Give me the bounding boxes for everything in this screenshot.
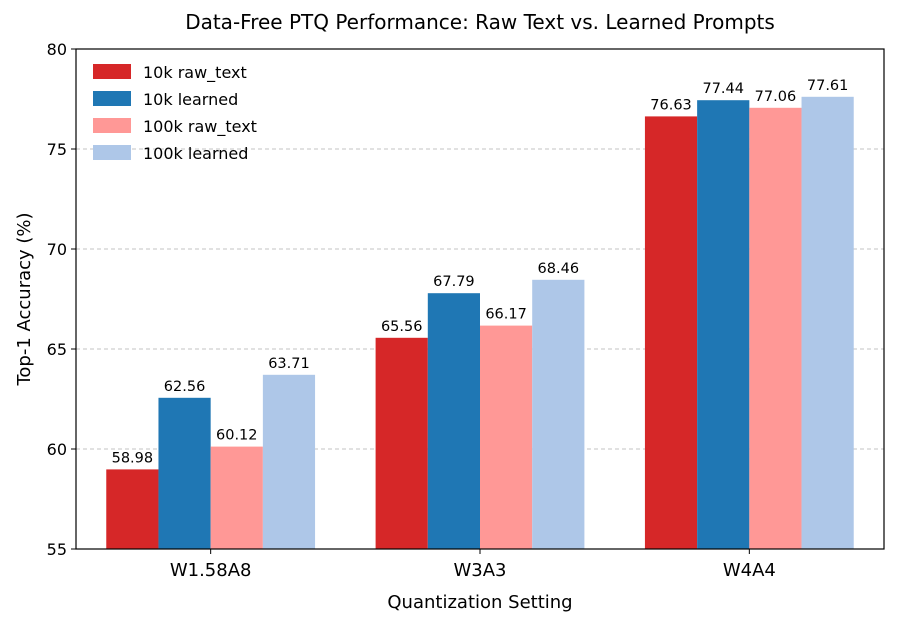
bar bbox=[801, 96, 854, 550]
y-tick-label: 65 bbox=[47, 340, 67, 359]
bar-labels-layer: 58.98 62.56 60.12 63.71 65.56 67.79 66.17 68.46… bbox=[112, 78, 849, 467]
legend-label: 10k raw_text bbox=[143, 63, 247, 83]
bar bbox=[262, 374, 316, 549]
legend: 10k raw_text 10k learned 100k raw_text 100k… bbox=[93, 63, 257, 163]
x-tick-label: W1.58A8 bbox=[170, 560, 252, 581]
legend-label: 10k learned bbox=[143, 90, 238, 109]
y-tick-label: 80 bbox=[47, 40, 67, 59]
y-tick-label: 60 bbox=[47, 440, 67, 459]
bar-value-label: 58.98 bbox=[112, 450, 154, 466]
bar-value-label: 77.61 bbox=[807, 78, 849, 94]
bar-value-label: 66.17 bbox=[485, 307, 527, 323]
bar bbox=[427, 293, 480, 549]
x-tick-label: W4A4 bbox=[723, 560, 776, 581]
bar bbox=[106, 469, 159, 549]
bar bbox=[158, 397, 211, 549]
legend-swatch bbox=[93, 91, 131, 106]
bar-value-label: 60.12 bbox=[216, 428, 258, 444]
legend-swatch bbox=[93, 145, 131, 160]
bar-value-label: 62.56 bbox=[164, 379, 206, 395]
y-tick-label: 70 bbox=[47, 240, 67, 259]
y-tick-label: 75 bbox=[47, 140, 67, 159]
bar-value-label: 77.06 bbox=[755, 89, 797, 105]
y-axis-label: Top-1 Accuracy (%) bbox=[14, 212, 35, 386]
chart-title: Data-Free PTQ Performance: Raw Text vs. … bbox=[185, 10, 775, 34]
bar bbox=[210, 446, 263, 549]
plot-frame bbox=[75, 48, 885, 550]
legend-swatch bbox=[93, 64, 131, 79]
bar bbox=[749, 107, 802, 550]
bar bbox=[644, 116, 698, 550]
bar-value-label: 77.44 bbox=[702, 81, 744, 97]
x-tick-label: W3A3 bbox=[453, 560, 506, 581]
x-axis-label: Quantization Setting bbox=[387, 592, 572, 613]
legend-label: 100k raw_text bbox=[143, 117, 257, 137]
legend-label: 100k learned bbox=[143, 144, 248, 163]
bar bbox=[532, 279, 585, 549]
axes-layer: 55 60 65 70 75 80 W1.58A8 W3A3 W4A4 bbox=[47, 40, 885, 581]
bar bbox=[480, 325, 533, 549]
bar bbox=[375, 337, 428, 549]
bar-value-label: 65.56 bbox=[381, 319, 423, 335]
bars-layer bbox=[106, 96, 854, 550]
bar bbox=[697, 100, 750, 549]
legend-swatch bbox=[93, 118, 131, 133]
bar-value-label: 68.46 bbox=[538, 261, 580, 277]
y-tick-label: 55 bbox=[47, 540, 67, 559]
bar-value-label: 63.71 bbox=[268, 356, 310, 372]
bar-value-label: 76.63 bbox=[650, 97, 692, 113]
bar-value-label: 67.79 bbox=[433, 274, 475, 290]
